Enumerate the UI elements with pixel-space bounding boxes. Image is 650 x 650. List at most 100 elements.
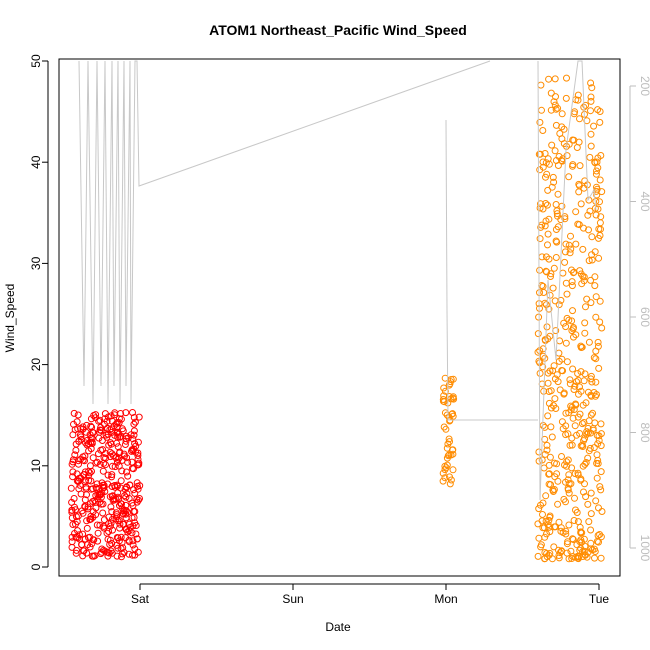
data-point [565,489,573,497]
data-point [597,554,605,562]
data-point [109,492,117,500]
data-point [446,417,454,425]
data-point [131,545,139,553]
right-y-tick-label: 600 [638,307,650,327]
data-point [544,412,552,420]
data-point [538,253,546,261]
data-point [594,456,602,464]
data-point [108,473,116,481]
data-point [113,534,121,541]
data-point [574,376,582,384]
data-point [541,423,549,431]
data-point [111,411,118,419]
data-point [592,293,600,301]
data-point [596,219,604,227]
data-point [596,318,604,326]
data-point [597,468,605,476]
data-point [83,524,91,532]
data-point [440,392,448,400]
data-point [591,159,599,167]
data-point [585,196,593,204]
data-point [597,152,605,159]
data-point [536,369,544,377]
data-point [565,471,573,479]
data-point [581,480,588,488]
data-point [539,352,547,360]
data-point [590,444,598,452]
data-point [545,399,553,407]
data-point [592,355,600,363]
data-point [74,478,82,485]
data-point [568,464,576,472]
data-point [86,431,94,439]
data-point [596,531,604,538]
data-point [536,266,544,274]
data-point [78,541,86,549]
data-point [128,447,135,455]
data-point [103,548,111,556]
y-ticks: 0 10 20 30 40 50 [29,54,49,570]
data-point [87,485,95,493]
data-point [553,371,561,379]
data-point [586,444,594,452]
data-point [574,518,582,526]
data-point [591,273,599,281]
data-point [534,552,542,560]
data-point [108,508,116,516]
data-point [79,423,87,431]
data-point [81,457,88,465]
data-point [556,549,564,557]
data-point [587,299,595,307]
data-point [126,481,134,489]
data-point [125,536,133,544]
data-point [545,461,553,469]
data-point [591,282,599,290]
data-point [589,409,597,417]
data-point [73,470,81,478]
data-point [587,79,595,87]
data-point [597,486,605,494]
data-point [562,339,570,347]
data-point [555,153,563,160]
data-point [550,362,558,370]
data-point [121,506,129,514]
data-point [592,313,600,321]
data-point [118,456,126,464]
data-point [576,546,584,554]
data-point [439,469,447,477]
data-point [538,106,545,114]
data-point [547,404,555,412]
data-point [582,399,590,407]
data-point [83,517,91,525]
data-point [115,419,123,427]
data-point [553,207,561,215]
data-point [450,395,458,403]
data-point [569,414,577,422]
data-point [449,393,457,401]
data-point [445,451,453,459]
data-point [547,89,555,97]
right-y-tick-label: 400 [638,191,650,211]
data-point [551,147,559,155]
data-point [439,477,447,485]
data-point [587,372,595,380]
data-point [441,474,449,482]
data-point [93,485,101,493]
data-point [84,503,92,511]
data-point [71,503,78,511]
data-point [583,295,591,303]
data-point [580,184,588,192]
data-point [587,276,595,284]
data-point [115,415,123,423]
data-point [130,514,138,521]
data-point [581,435,588,443]
data-point [545,470,553,478]
data-point [95,434,103,442]
data-point [122,409,130,417]
data-point [546,528,554,536]
data-point [583,117,591,125]
data-point [551,375,559,383]
data-point [97,500,105,508]
data-point [573,378,580,386]
data-point [547,273,554,280]
